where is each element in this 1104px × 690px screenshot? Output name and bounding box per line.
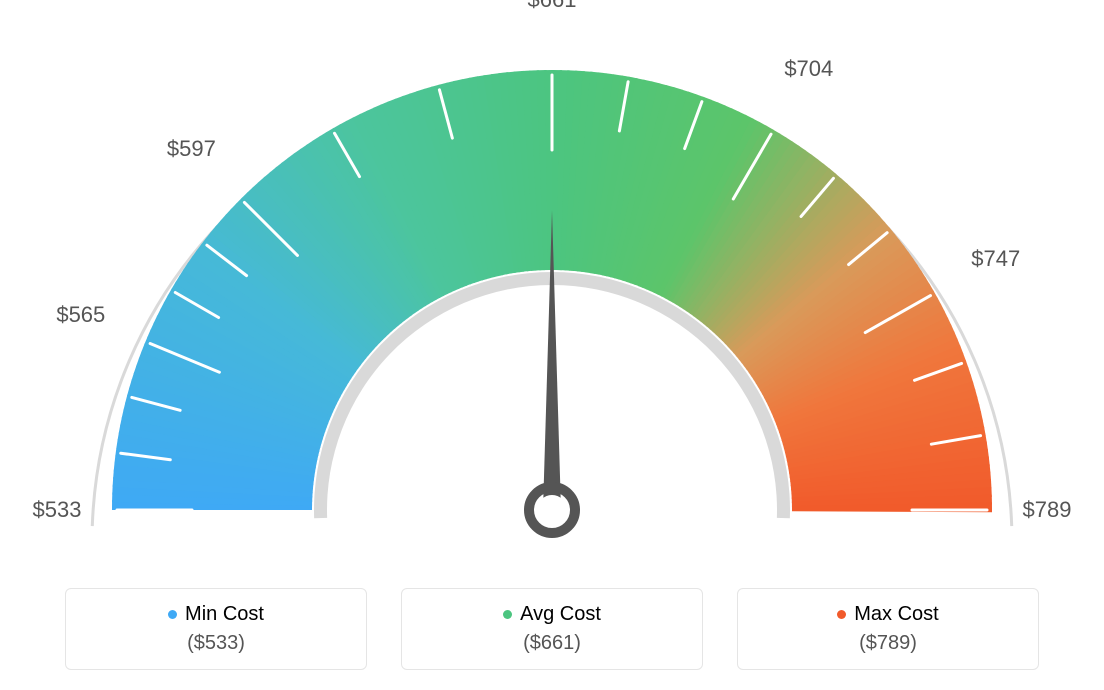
legend-title-min: Min Cost: [168, 603, 264, 626]
gauge-tick-label: $789: [1023, 497, 1072, 523]
legend-label-max: Max Cost: [854, 603, 938, 626]
legend-title-avg: Avg Cost: [503, 603, 601, 626]
gauge-tick-label: $704: [784, 56, 833, 82]
legend-label-avg: Avg Cost: [520, 603, 601, 626]
legend-card-min: Min Cost ($533): [65, 588, 367, 670]
gauge-tick-label: $661: [528, 0, 577, 13]
gauge-tick-label: $565: [56, 302, 105, 328]
gauge-container: $533 $565 $597 $661 $704 $747 $789: [0, 0, 1104, 560]
legend-value-min: ($533): [187, 632, 245, 655]
legend-value-avg: ($661): [523, 632, 581, 655]
legend-row: Min Cost ($533) Avg Cost ($661) Max Cost…: [0, 588, 1104, 670]
legend-card-avg: Avg Cost ($661): [401, 588, 703, 670]
legend-card-max: Max Cost ($789): [737, 588, 1039, 670]
legend-label-min: Min Cost: [185, 603, 264, 626]
legend-dot-avg-icon: [503, 610, 512, 619]
gauge-svg: [0, 0, 1104, 560]
legend-dot-min-icon: [168, 610, 177, 619]
gauge-tick-label: $533: [33, 497, 82, 523]
legend-dot-max-icon: [837, 610, 846, 619]
gauge-tick-label: $597: [167, 136, 216, 162]
gauge-tick-label: $747: [971, 246, 1020, 272]
chart-root: $533 $565 $597 $661 $704 $747 $789 Min Cost ($…: [0, 0, 1104, 690]
legend-value-max: ($789): [859, 632, 917, 655]
legend-title-max: Max Cost: [837, 603, 938, 626]
